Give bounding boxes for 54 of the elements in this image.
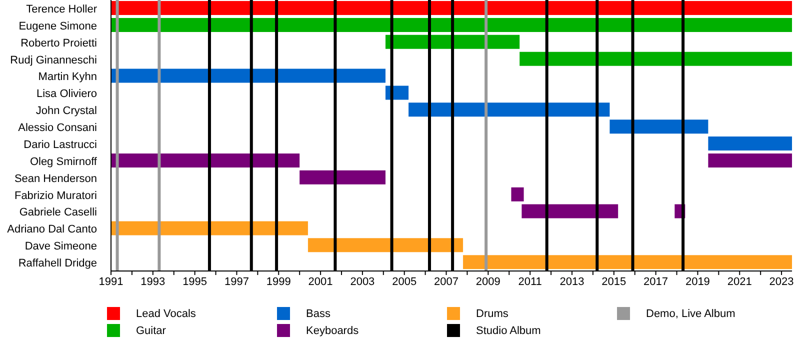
- x-tick-label: 2017: [644, 276, 668, 288]
- y-tick-label: Lisa Oliviero: [36, 88, 97, 100]
- bar: [463, 255, 792, 270]
- x-tick-label: 2019: [685, 276, 710, 288]
- x-tick-label: 1999: [266, 276, 291, 288]
- y-tick-label: Rudj Ginanneschi: [10, 54, 97, 66]
- legend-label: Guitar: [136, 324, 166, 336]
- bar: [308, 238, 464, 252]
- x-tick-label: 2013: [560, 276, 584, 288]
- x-tick-label: 1991: [98, 276, 124, 288]
- x-tick-label: 2003: [350, 276, 375, 288]
- x-tick-label: 2009: [476, 276, 500, 288]
- y-tick-label: Adriano Dal Canto: [7, 224, 97, 236]
- bar: [385, 34, 520, 49]
- x-tick-label: 1997: [224, 276, 249, 288]
- x-tick-label: 2007: [434, 276, 459, 288]
- y-tick-label: Oleg Smirnoff: [30, 156, 98, 168]
- y-tick-label: Martin Kyhn: [38, 71, 97, 84]
- legend-label: Studio Album: [476, 324, 541, 336]
- legend-label: Bass: [306, 308, 330, 320]
- x-tick-label: 1993: [140, 276, 166, 288]
- x-tick-label: 2001: [308, 276, 333, 288]
- bar: [511, 187, 524, 202]
- bar: [111, 153, 300, 168]
- y-tick-label: Dario Lastrucci: [24, 138, 97, 151]
- legend-label: Lead Vocals: [136, 308, 196, 320]
- y-tick-label: Fabrizio Muratori: [14, 190, 97, 202]
- y-tick-label: Raffahell Dridge: [18, 258, 97, 270]
- legend-label: Keyboards: [306, 324, 359, 336]
- y-tick-label: Sean Henderson: [14, 172, 97, 185]
- x-tick-label: 2015: [602, 276, 626, 288]
- bar: [520, 52, 792, 66]
- x-tick-label: 2011: [518, 276, 542, 288]
- y-tick-label: Terence Holler: [26, 3, 98, 16]
- bar: [111, 1, 792, 15]
- legend-label: Drums: [476, 308, 508, 320]
- bar: [111, 18, 792, 32]
- y-tick-label: Roberto Proietti: [20, 37, 97, 50]
- bar: [111, 68, 386, 83]
- y-tick-label: Eugene Simone: [18, 20, 97, 32]
- bar: [708, 136, 792, 150]
- x-tick-label: 1995: [182, 276, 208, 288]
- y-tick-label: Gabriele Caselli: [19, 206, 97, 219]
- x-tick-label: 2023: [769, 276, 794, 288]
- bar: [300, 170, 386, 184]
- bar: [610, 120, 708, 134]
- bar: [522, 204, 618, 218]
- y-tick-label: Dave Simeone: [24, 240, 97, 253]
- y-tick-label: Alessio Consani: [18, 122, 97, 134]
- x-tick-label: 2021: [727, 276, 752, 288]
- y-tick-label: John Crystal: [36, 105, 97, 118]
- x-tick-label: 2005: [392, 276, 417, 288]
- legend-label: Demo, Live Album: [646, 308, 736, 320]
- bar: [708, 153, 792, 168]
